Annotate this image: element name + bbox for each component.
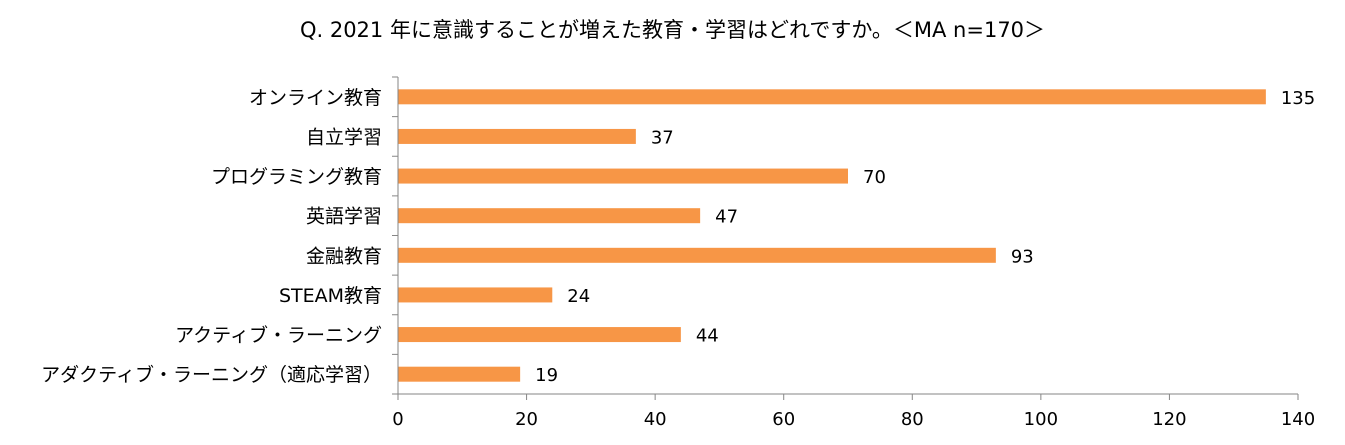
x-tick-label: 120	[1152, 409, 1186, 430]
data-label: 135	[1281, 88, 1315, 109]
x-tick-label: 80	[901, 409, 924, 430]
data-label: 19	[535, 365, 558, 386]
bar	[398, 366, 521, 382]
category-label: アダクティブ・ラーニング（適応学習）	[41, 363, 382, 386]
bar	[398, 128, 636, 144]
bar	[398, 247, 996, 263]
x-tick-label: 100	[1024, 409, 1058, 430]
x-tick-label: 60	[772, 409, 795, 430]
bar	[398, 208, 701, 224]
category-label: オンライン教育	[249, 87, 382, 109]
bar	[398, 287, 553, 303]
x-tick-label: 0	[392, 409, 403, 430]
bar	[398, 327, 681, 343]
x-tick-label: 20	[515, 409, 538, 430]
bar	[398, 89, 1266, 105]
data-label: 24	[567, 286, 590, 307]
chart-title: Q. 2021 年に意識することが増えた教育・学習はどれですか。＜MA n=17…	[299, 18, 1046, 42]
category-label: 英語学習	[306, 206, 382, 228]
bar	[398, 168, 848, 184]
data-label: 44	[696, 326, 719, 347]
category-label: アクティブ・ラーニング	[175, 324, 382, 347]
data-label: 37	[651, 127, 674, 148]
category-label: 金融教育	[306, 245, 382, 267]
category-label: プログラミング教育	[211, 166, 382, 188]
data-label: 47	[715, 207, 738, 228]
x-tick-label: 40	[644, 409, 667, 430]
category-label: 自立学習	[306, 126, 382, 148]
data-label: 93	[1011, 246, 1034, 267]
category-label: STEAM教育	[279, 285, 382, 307]
x-tick-label: 140	[1281, 409, 1315, 430]
data-label: 70	[863, 167, 886, 188]
